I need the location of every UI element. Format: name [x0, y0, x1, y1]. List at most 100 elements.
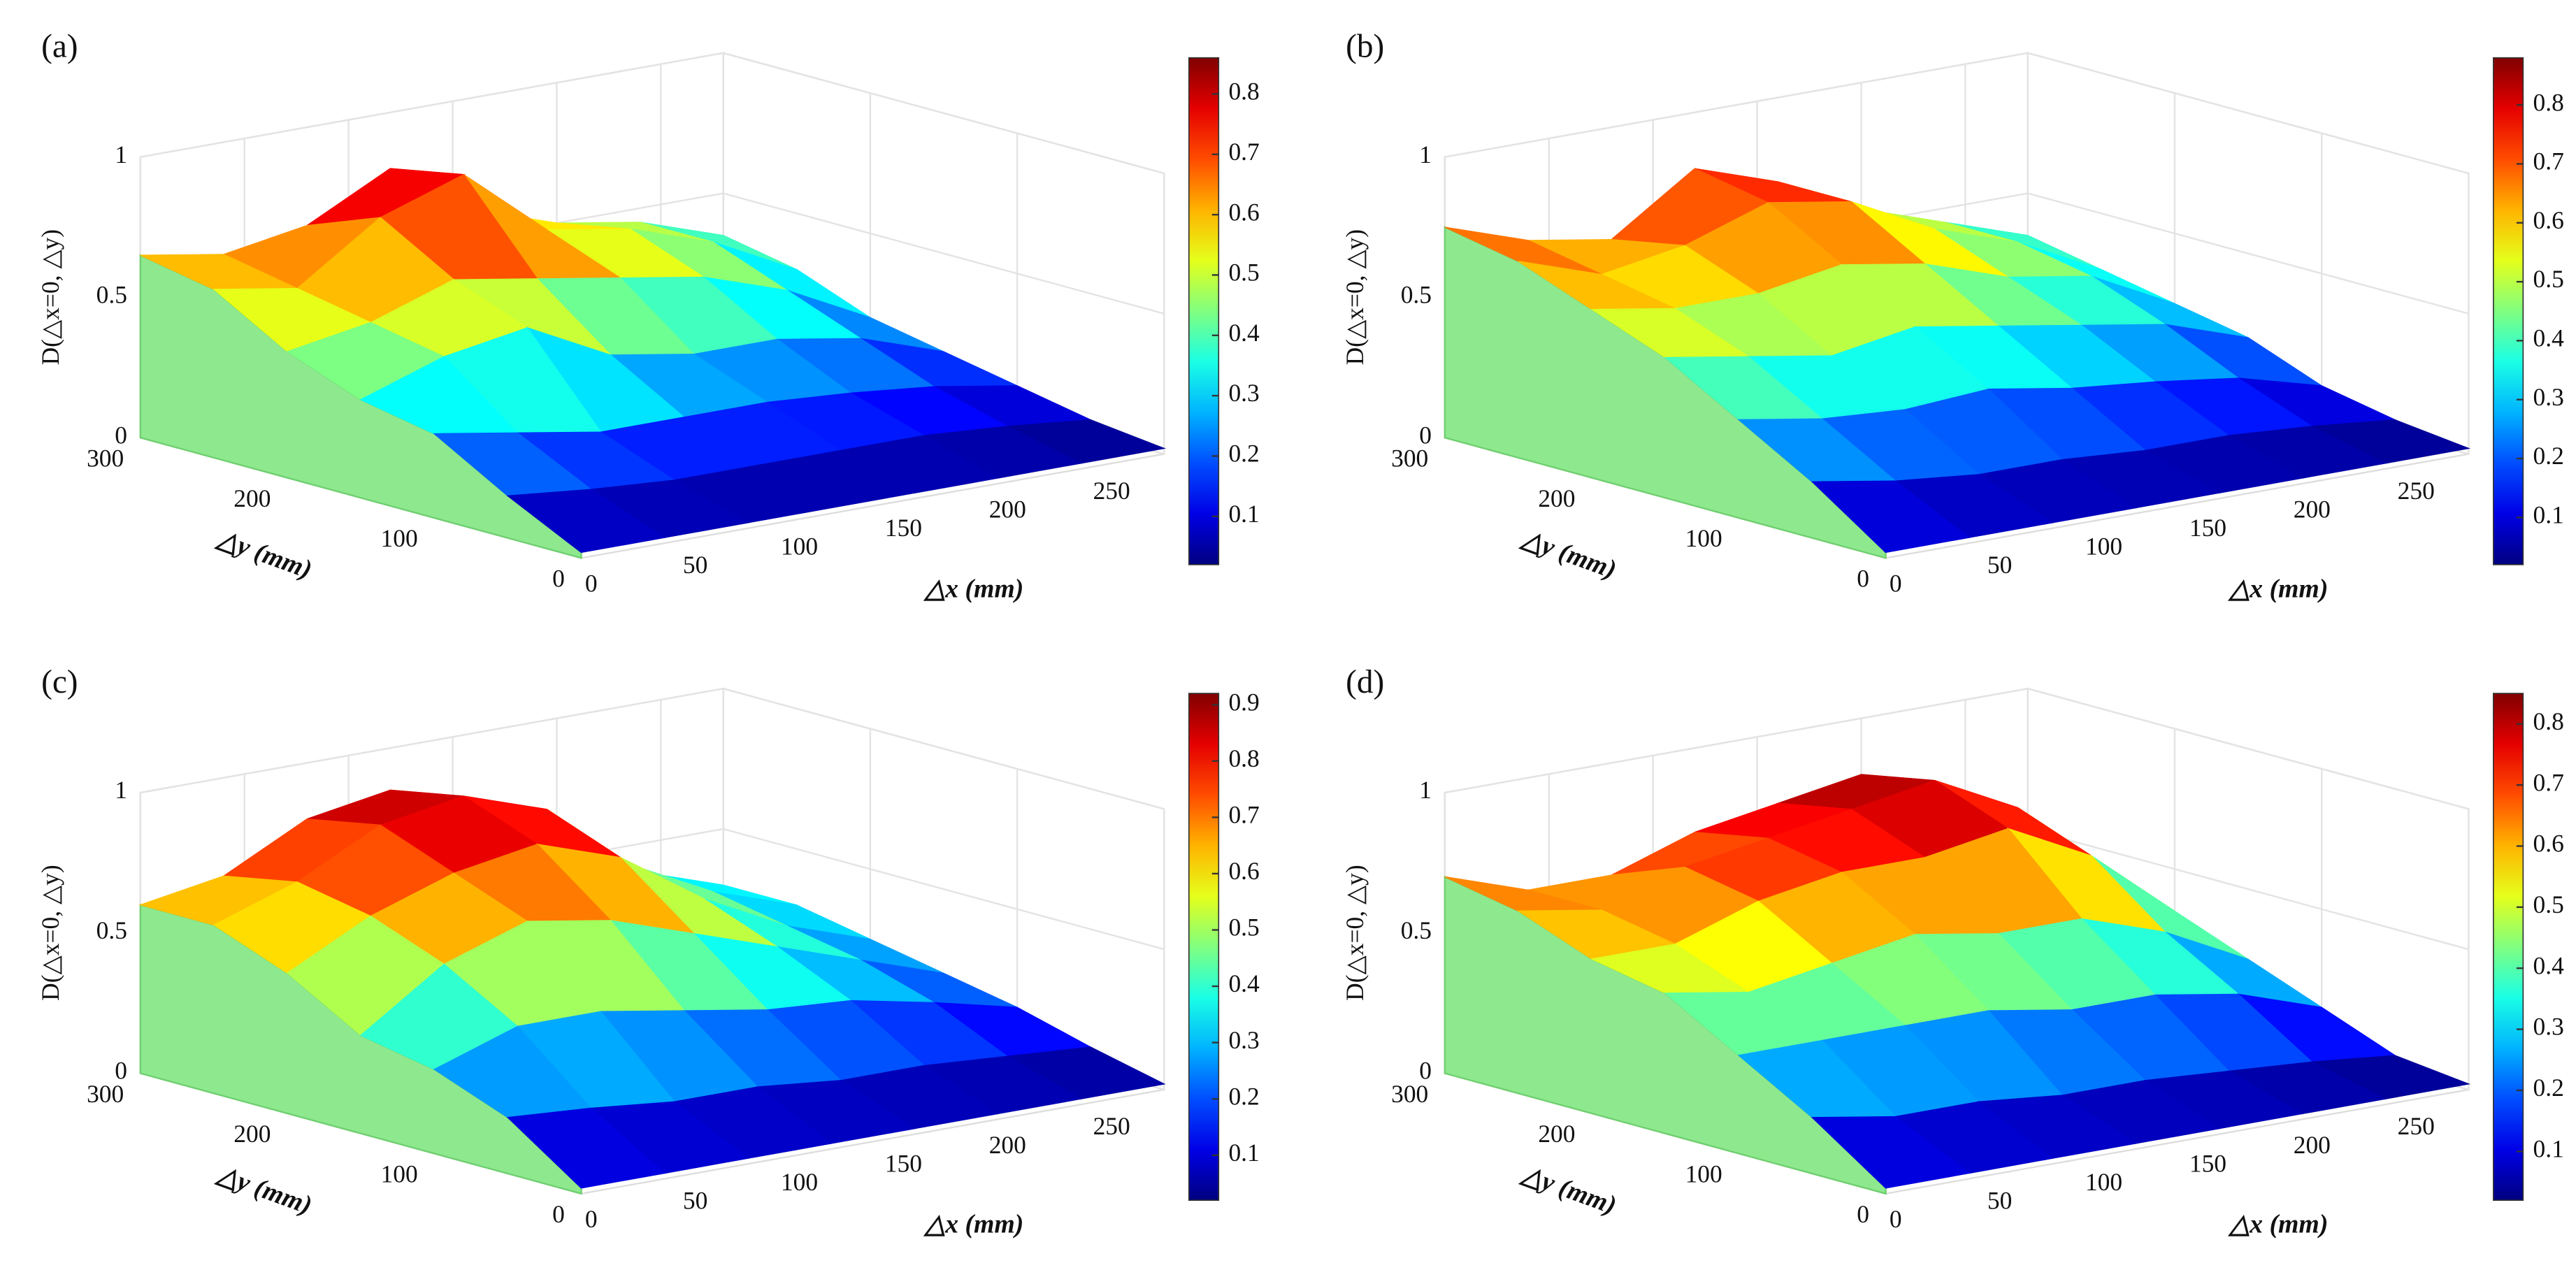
z-tick-label: 0	[115, 1057, 127, 1085]
x-tick-label: 50	[683, 551, 707, 579]
surface-cell	[1811, 1116, 1971, 1189]
z-tick-label: 0.5	[96, 916, 127, 944]
colorbar	[2493, 57, 2524, 565]
y-tick-label: 0	[1857, 565, 1869, 593]
y-tick-label: 200	[233, 484, 271, 512]
colorbar-tick-label: 0.5	[2533, 265, 2564, 293]
x-axis-label: △x (mm)	[2227, 574, 2328, 603]
x-tick-label: 0	[585, 570, 598, 598]
surface-cell	[506, 1107, 666, 1189]
panel-label: (b)	[1346, 29, 1384, 65]
z-axis-label: D(△x=0, △y)	[1341, 865, 1369, 1000]
z-grid-line	[1444, 687, 2469, 810]
z-tick-label: 1	[115, 140, 127, 168]
colorbar-tick-label: 0.3	[1228, 379, 1259, 407]
colorbar-tick-label: 0.8	[1228, 744, 1259, 772]
colorbar-tick-label: 0.2	[2533, 442, 2564, 470]
z-tick-label: 0.5	[1401, 916, 1432, 944]
x-axis-label: △x (mm)	[923, 1210, 1023, 1239]
x-tick-label: 150	[2189, 1149, 2226, 1177]
z-tick-label: 1	[1419, 140, 1432, 168]
y-tick-label: 200	[1538, 484, 1575, 512]
z-tick-label: 0.5	[1401, 281, 1432, 309]
y-tick-label: 0	[552, 1200, 565, 1228]
x-axis-label: △x (mm)	[2227, 1210, 2328, 1239]
colorbar-tick-label: 0.8	[2533, 88, 2564, 116]
colorbar-tick-label: 0.7	[2533, 768, 2564, 796]
colorbar-tick-label: 0.7	[1228, 138, 1259, 166]
surface-cell	[1811, 480, 1971, 554]
colorbar-tick-label: 0.4	[2533, 324, 2565, 352]
panel-label: (a)	[41, 29, 78, 65]
y-tick-label: 100	[381, 1160, 418, 1188]
panel-label: (c)	[41, 664, 78, 700]
panel-label: (d)	[1346, 664, 1384, 700]
x-tick-label: 100	[2085, 533, 2122, 561]
colorbar-tick-label: 0.4	[1228, 969, 1260, 997]
x-tick-label: 100	[781, 533, 818, 561]
colorbar-tick-label: 0.1	[2533, 501, 2564, 529]
colorbar	[1188, 57, 1220, 565]
z-grid-line	[140, 687, 1165, 810]
y-tick-label: 200	[233, 1120, 271, 1148]
y-tick-label: 200	[1538, 1120, 1575, 1148]
y-axis-label: △y (mm)	[213, 1159, 316, 1220]
y-tick-label: 0	[552, 565, 565, 593]
colorbar	[2493, 693, 2524, 1201]
colorbar-tick-label: 0.4	[2533, 951, 2565, 979]
colorbar-tick-label: 0.7	[1228, 800, 1259, 828]
y-tick-label: 100	[381, 524, 418, 552]
colorbar-tick-label: 0.2	[1228, 440, 1259, 468]
x-tick-label: 100	[781, 1168, 818, 1196]
x-tick-label: 0	[1890, 570, 1902, 598]
x-tick-label: 50	[683, 1186, 707, 1214]
z-grid-line	[1444, 52, 2469, 175]
x-tick-label: 250	[1093, 1112, 1130, 1140]
colorbar-tick-label: 0.3	[1228, 1026, 1259, 1054]
colorbar-tick-label: 0.4	[1228, 319, 1260, 347]
y-axis-label: △y (mm)	[213, 523, 316, 584]
z-axis-label: D(△x=0, △y)	[36, 865, 64, 1000]
y-tick-label: 0	[1857, 1200, 1869, 1228]
z-grid-line	[140, 52, 1165, 175]
x-tick-label: 150	[885, 514, 922, 542]
colorbar-tick-label: 0.8	[1228, 78, 1259, 106]
colorbar-tick-label: 0.5	[2533, 890, 2564, 918]
z-tick-label: 1	[115, 776, 127, 804]
y-axis-label: △y (mm)	[1517, 523, 1620, 584]
colorbar-tick-label: 0.1	[1228, 1139, 1259, 1167]
colorbar-tick-label: 0.5	[1228, 259, 1259, 287]
z-tick-label: 1	[1419, 776, 1432, 804]
colorbar-tick-label: 0.2	[1228, 1082, 1259, 1110]
y-tick-label: 300	[87, 444, 124, 472]
y-axis-label: △y (mm)	[1517, 1159, 1620, 1220]
colorbar-tick-label: 0.9	[1228, 688, 1259, 716]
colorbar-tick-label: 0.3	[2533, 1013, 2564, 1041]
x-tick-label: 200	[2294, 1131, 2331, 1159]
y-tick-label: 100	[1685, 1160, 1722, 1188]
x-tick-label: 0	[1890, 1205, 1902, 1233]
x-tick-label: 150	[2189, 514, 2226, 542]
colorbar-tick-label: 0.1	[1228, 500, 1259, 528]
colorbar-tick-label: 0.6	[1228, 198, 1259, 226]
x-tick-label: 50	[1987, 1186, 2012, 1214]
colorbar-tick-label: 0.2	[2533, 1074, 2564, 1102]
surface-cell	[506, 489, 666, 554]
x-axis-label: △x (mm)	[923, 574, 1023, 603]
x-tick-label: 150	[885, 1149, 922, 1177]
x-tick-label: 250	[1093, 477, 1130, 505]
colorbar-tick-label: 0.6	[2533, 206, 2564, 234]
z-tick-label: 0	[1419, 421, 1432, 449]
x-tick-label: 0	[585, 1205, 598, 1233]
x-tick-label: 100	[2085, 1168, 2122, 1196]
colorbar-tick-label: 0.7	[2533, 147, 2564, 175]
x-tick-label: 200	[989, 495, 1026, 523]
colorbar-tick-label: 0.1	[2533, 1134, 2564, 1162]
x-tick-label: 250	[2398, 477, 2435, 505]
colorbar-tick-label: 0.6	[1228, 857, 1259, 885]
colorbar-tick-label: 0.5	[1228, 914, 1259, 941]
colorbar-tick-label: 0.3	[2533, 383, 2564, 411]
y-tick-label: 100	[1685, 524, 1722, 552]
